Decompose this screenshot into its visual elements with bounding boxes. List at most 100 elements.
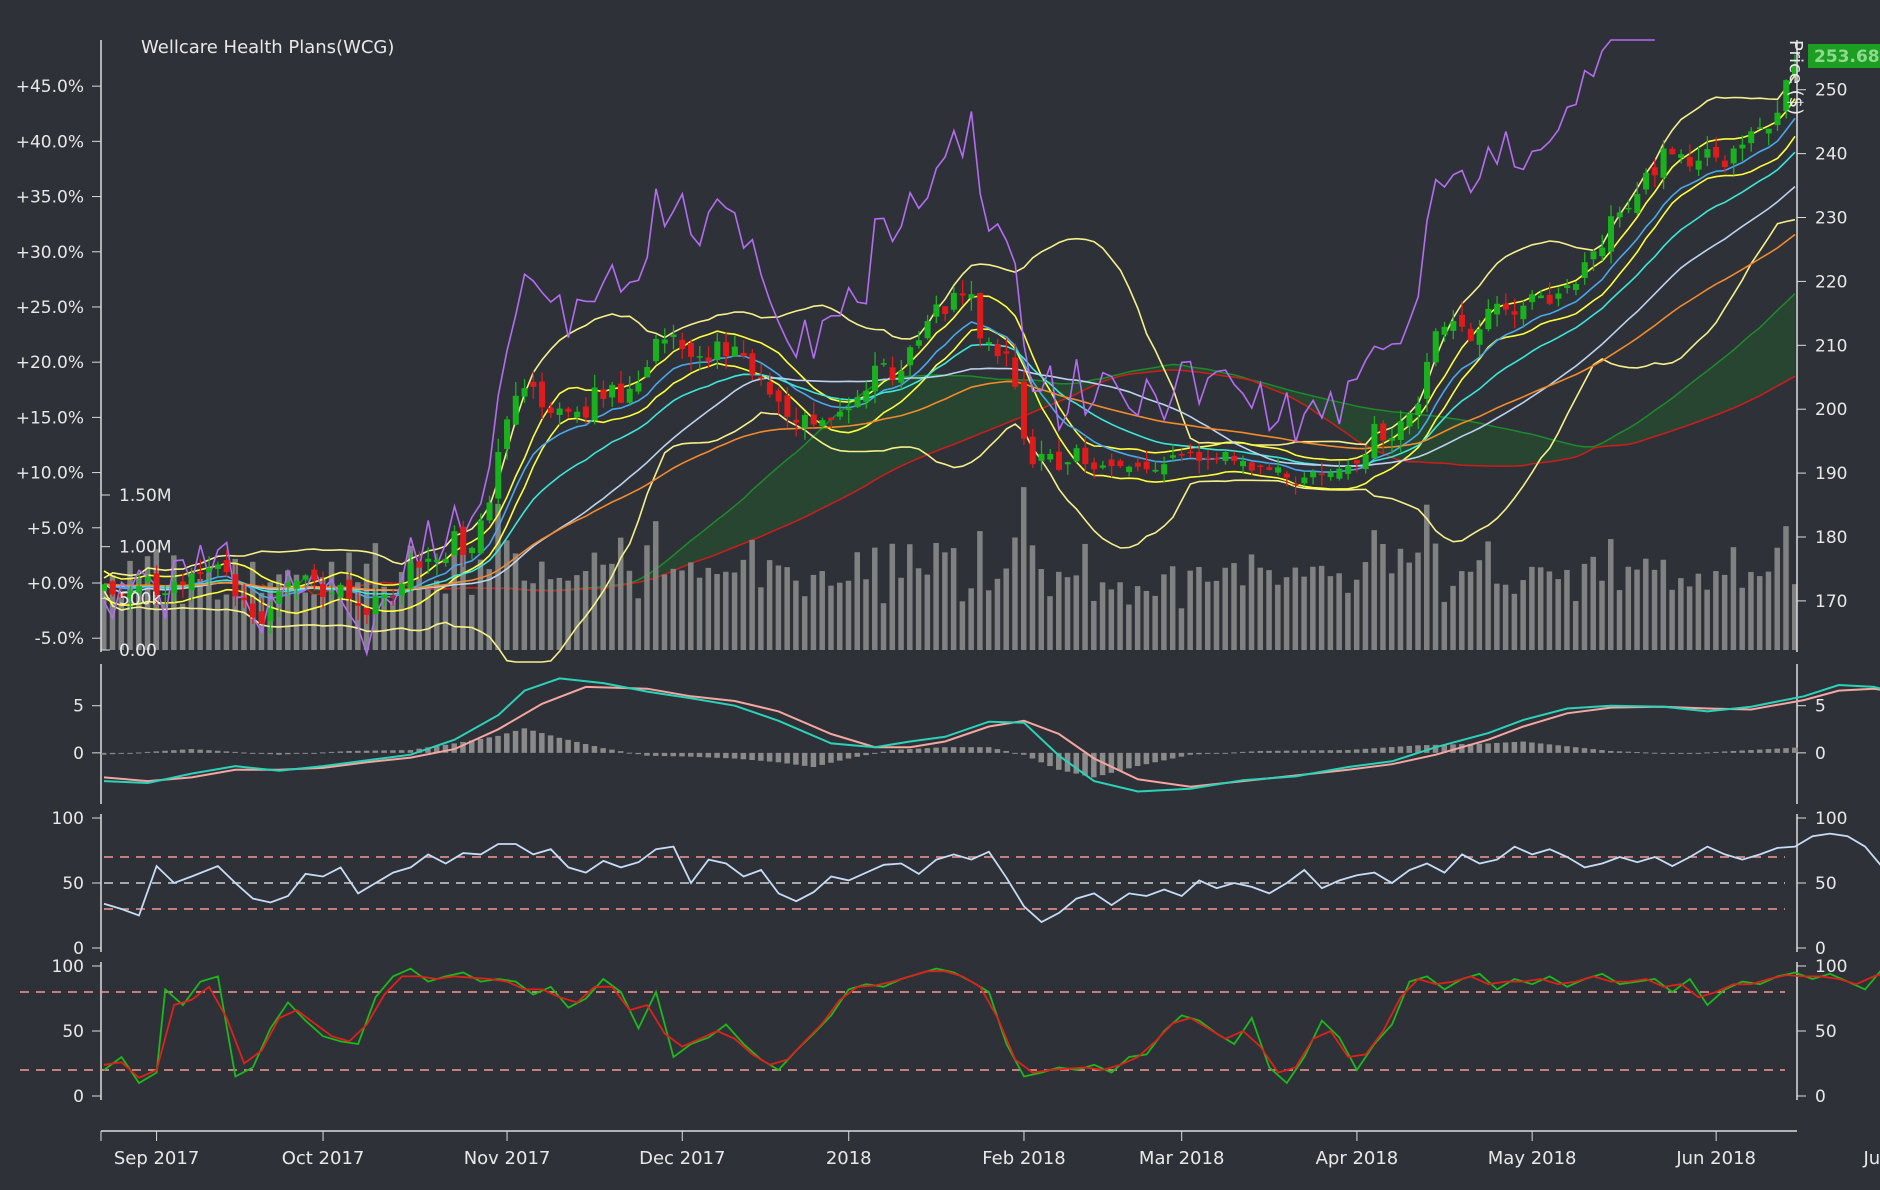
volume-bar: [1029, 545, 1036, 650]
volume-bar: [556, 577, 563, 650]
volume-tick-label: 1.50M: [119, 486, 172, 506]
macd-histogram-bar: [819, 752, 825, 765]
candle-body: [714, 341, 721, 361]
macd-histogram-bar: [293, 752, 300, 754]
candle-body: [1029, 436, 1036, 465]
volume-bar: [1380, 543, 1386, 650]
macd-histogram-bar: [547, 735, 554, 753]
volume-bar: [1450, 585, 1456, 650]
volume-bar: [766, 560, 773, 650]
candle-body: [1047, 453, 1054, 460]
macd-histogram-bar: [1459, 744, 1465, 753]
volume-bar: [1511, 593, 1518, 650]
macd-histogram-bar: [1257, 750, 1264, 753]
macd-histogram-bar: [731, 752, 738, 759]
volume-bar: [1695, 573, 1702, 650]
volume-bar: [1257, 567, 1264, 650]
candle-body: [1660, 148, 1667, 178]
candle-body: [188, 573, 195, 591]
candle-body: [1765, 128, 1772, 134]
candle-body: [723, 342, 730, 357]
candle-body: [1643, 172, 1650, 190]
macd-histogram-bar: [915, 748, 922, 753]
candle-body: [1669, 148, 1676, 155]
volume-bar: [1564, 569, 1570, 650]
macd-histogram-bar: [705, 752, 712, 758]
candle-body: [810, 414, 817, 425]
candle-body: [1686, 157, 1693, 167]
macd-histogram-bar: [311, 752, 317, 754]
macd-histogram-bar: [521, 728, 528, 753]
volume-bar: [749, 539, 755, 650]
x-tick-label: Mar 2018: [1139, 1148, 1225, 1169]
candle-body: [1625, 207, 1632, 210]
macd-histogram-bar: [1721, 751, 1728, 753]
volume-bar: [1064, 577, 1071, 650]
candle-body: [1108, 459, 1115, 467]
candle-body: [320, 583, 327, 598]
candle-body: [223, 560, 230, 573]
candle-body: [635, 383, 642, 392]
volume-bar: [433, 580, 440, 650]
macd-histogram-bar: [1415, 745, 1421, 753]
volume-bar: [1134, 586, 1141, 650]
volume-bar: [1599, 580, 1605, 650]
candle-body: [696, 356, 703, 358]
macd-histogram-bar: [504, 733, 510, 753]
candle-body: [574, 411, 581, 418]
candle-body: [1608, 216, 1615, 252]
macd-histogram-bar: [994, 749, 1001, 753]
left-tick-label: +0.0%: [27, 574, 84, 594]
volume-bar: [617, 537, 624, 650]
volume-bar: [1196, 566, 1202, 650]
candle-body: [1126, 466, 1133, 473]
macd-histogram-bar: [845, 752, 852, 759]
ema-20: [103, 151, 1796, 595]
macd-histogram-bar: [1047, 752, 1053, 767]
candle-body: [1196, 451, 1203, 461]
stochastic-panel: 100 100 50 50 0 0: [20, 957, 1880, 1107]
candle-body: [1020, 381, 1027, 439]
volume-bar: [1187, 570, 1193, 650]
candle-body: [591, 387, 598, 421]
macd-histogram-bar: [241, 752, 247, 754]
macd-histogram-bar: [1616, 751, 1623, 753]
volume-bar: [1327, 576, 1334, 650]
volume-bar: [495, 503, 501, 650]
macd-histogram-bar: [1196, 752, 1202, 755]
volume-bar: [679, 570, 685, 650]
macd-histogram-bar: [617, 751, 624, 753]
volume-bar: [539, 561, 545, 650]
volume-bar: [179, 603, 186, 650]
panel-right-tick-label: 0: [1815, 1087, 1826, 1107]
macd-histogram-bar: [1599, 750, 1605, 753]
macd-histogram-bar: [346, 750, 352, 753]
macd-histogram-bar: [495, 735, 501, 753]
panel-right-tick-label: 100: [1815, 957, 1847, 977]
macd-histogram-bar: [582, 743, 589, 753]
macd-histogram-bar: [1073, 752, 1080, 774]
macd-histogram-bar: [442, 744, 449, 753]
candle-body: [1371, 423, 1378, 459]
x-tick-label: Apr 2018: [1316, 1148, 1399, 1169]
candle-body: [740, 352, 747, 357]
volume-bar: [1520, 580, 1526, 650]
volume-bar: [320, 577, 326, 650]
macd-histogram-bar: [468, 740, 475, 753]
volume-bar: [1073, 575, 1080, 650]
volume-bar: [1248, 554, 1255, 650]
volume-bar: [241, 583, 247, 650]
macd-histogram-bar: [1003, 750, 1009, 753]
candle-body: [1406, 413, 1413, 427]
macd-histogram-bar: [1669, 752, 1675, 754]
left-tick-label: +30.0%: [16, 243, 84, 263]
macd-histogram-bar: [1467, 743, 1474, 753]
volume-bar: [1266, 570, 1272, 650]
candle-body: [1187, 451, 1194, 454]
candle-body: [1003, 351, 1010, 354]
left-tick-label: +5.0%: [27, 519, 84, 539]
volume-bar: [1704, 589, 1710, 650]
candle-body: [1537, 295, 1544, 299]
macd-histogram-bar: [1231, 752, 1237, 754]
right-tick-label: 250: [1815, 81, 1847, 101]
